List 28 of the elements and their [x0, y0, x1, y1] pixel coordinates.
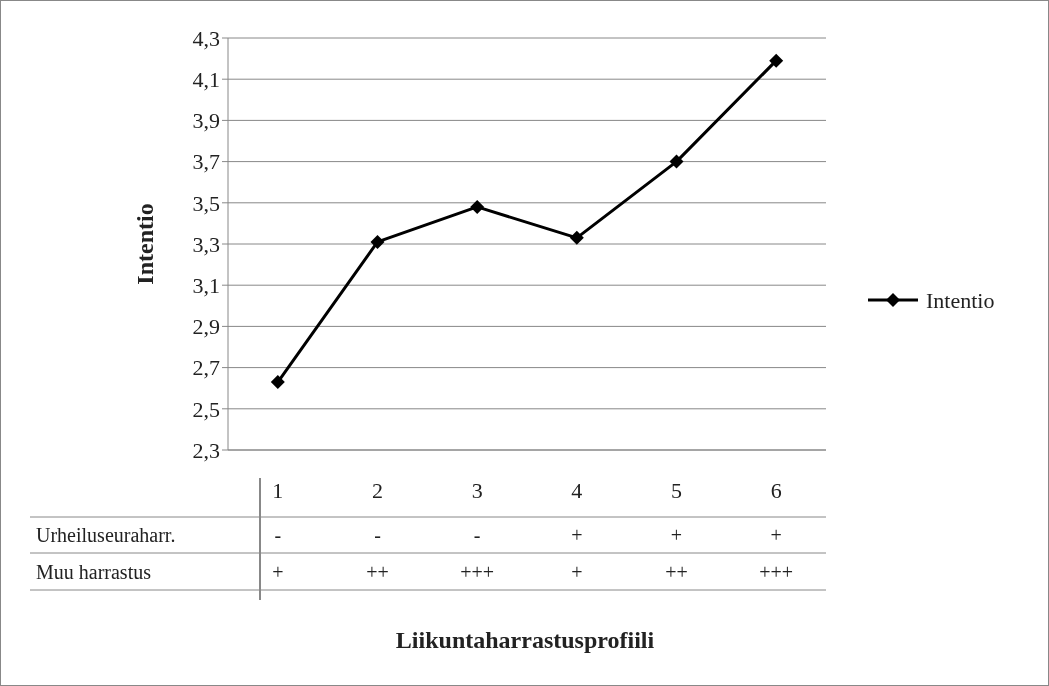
- point: [370, 234, 385, 249]
- x-tick-label: 2 - ++: [366, 477, 389, 583]
- y-tick-label: 2,7: [192, 355, 220, 381]
- x-tick-label: 1 - +: [272, 477, 284, 583]
- point: [669, 154, 684, 169]
- point: [769, 53, 784, 68]
- y-tick-label: 3,7: [192, 149, 220, 175]
- y-tick-label: 2,9: [192, 314, 220, 340]
- x-axis-title: Liikuntaharrastusprofiili: [395, 627, 655, 654]
- x-tick-label: 5 + ++: [665, 477, 688, 583]
- point: [569, 230, 584, 245]
- y-tick-label: 4,3: [192, 25, 220, 51]
- y-tick-label: 2,3: [192, 437, 220, 463]
- y-tick-label: 2,5: [192, 396, 220, 422]
- point: [270, 375, 285, 390]
- text: Muu harrastus: [36, 561, 152, 583]
- x-tick-label: 4 + +: [571, 477, 583, 583]
- y-tick-label: 3,1: [192, 272, 220, 298]
- y-axis-title: Intentio: [132, 203, 159, 285]
- legend-label: Intentio: [926, 287, 995, 313]
- x-tick-label: 6 + +++: [759, 477, 794, 583]
- y-tick-label: 3,9: [192, 108, 220, 134]
- y-tick-label: 4,1: [192, 66, 220, 92]
- y-tick-label: 3,5: [192, 190, 220, 216]
- point: [470, 199, 485, 214]
- text: Urheiluseuraharr.: [36, 524, 176, 546]
- y-tick-label: 3,3: [192, 231, 220, 257]
- x-tick-label: 3 - +++: [460, 477, 495, 583]
